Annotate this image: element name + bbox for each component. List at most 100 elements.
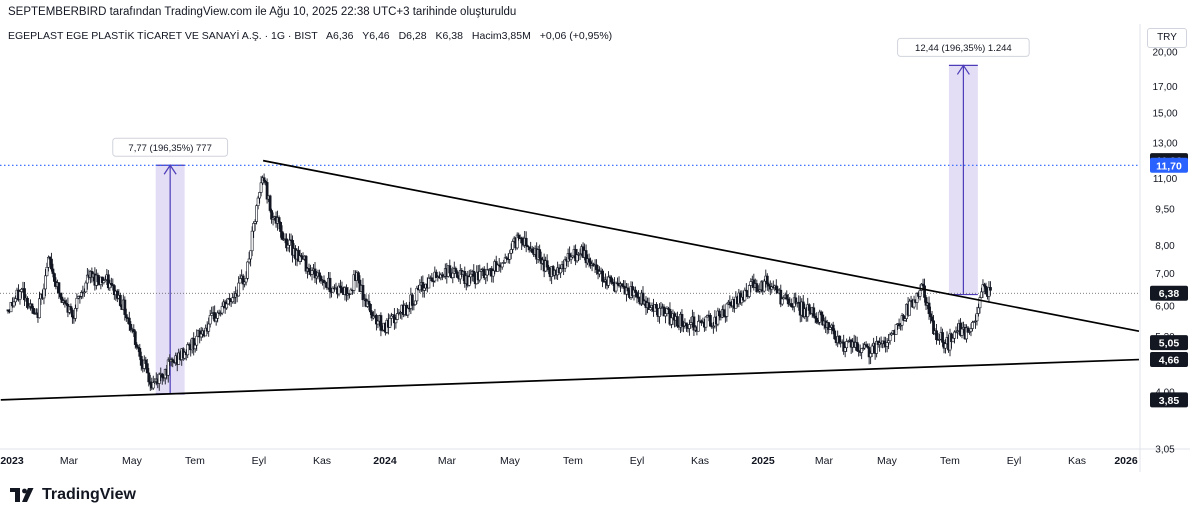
candle-body (139, 356, 143, 366)
candle-body (244, 277, 248, 283)
candle-body (530, 248, 534, 253)
candle-body (717, 310, 721, 317)
candle-body (685, 322, 688, 327)
candle-body (971, 321, 974, 329)
candle (415, 285, 419, 305)
candle (482, 266, 486, 281)
candle (369, 303, 372, 316)
candle-body (328, 277, 332, 292)
candle-body (491, 270, 495, 277)
price-badge-label: 5,05 (1159, 338, 1180, 350)
candle-body (70, 309, 74, 318)
candle-body (193, 344, 197, 350)
candle-body (23, 288, 26, 301)
candle (728, 295, 732, 309)
candle-body (885, 342, 889, 347)
price-tick-label: 17,00 (1152, 82, 1177, 93)
candle-body (32, 307, 35, 314)
chart-frame[interactable]: 7,77 (196,35%) 777 12,44 (196,35%) 1.244 … (0, 24, 1190, 472)
candle (989, 281, 992, 296)
candle-body (815, 317, 819, 323)
candle (978, 295, 982, 314)
candle-body (774, 285, 778, 290)
candle (601, 268, 604, 288)
candle-body (44, 275, 47, 290)
candle (658, 303, 661, 324)
candle (511, 239, 515, 254)
candle-body (484, 274, 488, 279)
candle-body (722, 309, 726, 317)
candle-body (388, 317, 392, 328)
candle-body (73, 308, 77, 319)
candle-body (376, 320, 380, 325)
candle-body (208, 314, 212, 325)
candle (467, 269, 471, 287)
candle (747, 284, 751, 299)
candle-body (53, 273, 56, 282)
candle (225, 298, 229, 310)
candle (789, 298, 793, 308)
candle (752, 273, 756, 291)
candle (255, 204, 259, 225)
candle-body (124, 314, 128, 319)
candle (288, 233, 291, 253)
candle (717, 308, 721, 321)
candle (855, 336, 859, 352)
candle-body (749, 281, 753, 286)
candle-body (448, 265, 452, 274)
candle-body (601, 270, 604, 282)
candle-body (812, 307, 816, 317)
candle-body (658, 308, 661, 317)
candle-body (132, 329, 136, 332)
candle-body (133, 331, 137, 345)
candle (676, 311, 679, 328)
candle (259, 175, 263, 197)
candle-body (828, 327, 832, 330)
candle (708, 313, 712, 327)
candle-body (369, 303, 372, 313)
candle-body (520, 237, 524, 244)
candle (894, 324, 898, 335)
candle-body (843, 347, 847, 352)
candle-body (704, 316, 708, 328)
candle-body (418, 284, 422, 291)
price-badge (1150, 157, 1188, 173)
time-tick-label: Kas (313, 455, 331, 467)
candle (79, 290, 83, 300)
candle-body (57, 282, 61, 294)
candle (63, 297, 67, 308)
currency-button[interactable]: TRY (1147, 28, 1187, 48)
candle (584, 244, 588, 268)
candles (6, 173, 992, 391)
candle (954, 326, 958, 334)
candle (392, 308, 396, 330)
candle (845, 338, 849, 352)
candle (888, 332, 892, 345)
candle (413, 300, 417, 306)
candle (619, 281, 622, 292)
price-badge-label: 3,85 (1159, 395, 1180, 407)
candle-body (102, 280, 106, 284)
candle (123, 296, 127, 321)
candle-body (515, 234, 519, 249)
candle-body (75, 297, 79, 309)
candle (563, 256, 567, 273)
candle-body (340, 287, 344, 293)
legend-close: K6,38 (435, 30, 463, 42)
candle (692, 311, 696, 336)
candle-body (819, 311, 823, 316)
candle (545, 254, 549, 272)
candle-body (138, 347, 142, 357)
price-badge-label: 6,38 (1159, 288, 1180, 300)
candle (44, 269, 47, 297)
candle (367, 294, 371, 311)
candle-body (45, 266, 49, 277)
candle-body (144, 359, 148, 364)
candle (231, 292, 235, 304)
projection-label: 7,77 (196,35%) 777 (128, 143, 211, 154)
candle-body (538, 249, 542, 259)
candle (237, 276, 241, 297)
candle-body (785, 294, 789, 300)
candle-body (975, 313, 979, 322)
